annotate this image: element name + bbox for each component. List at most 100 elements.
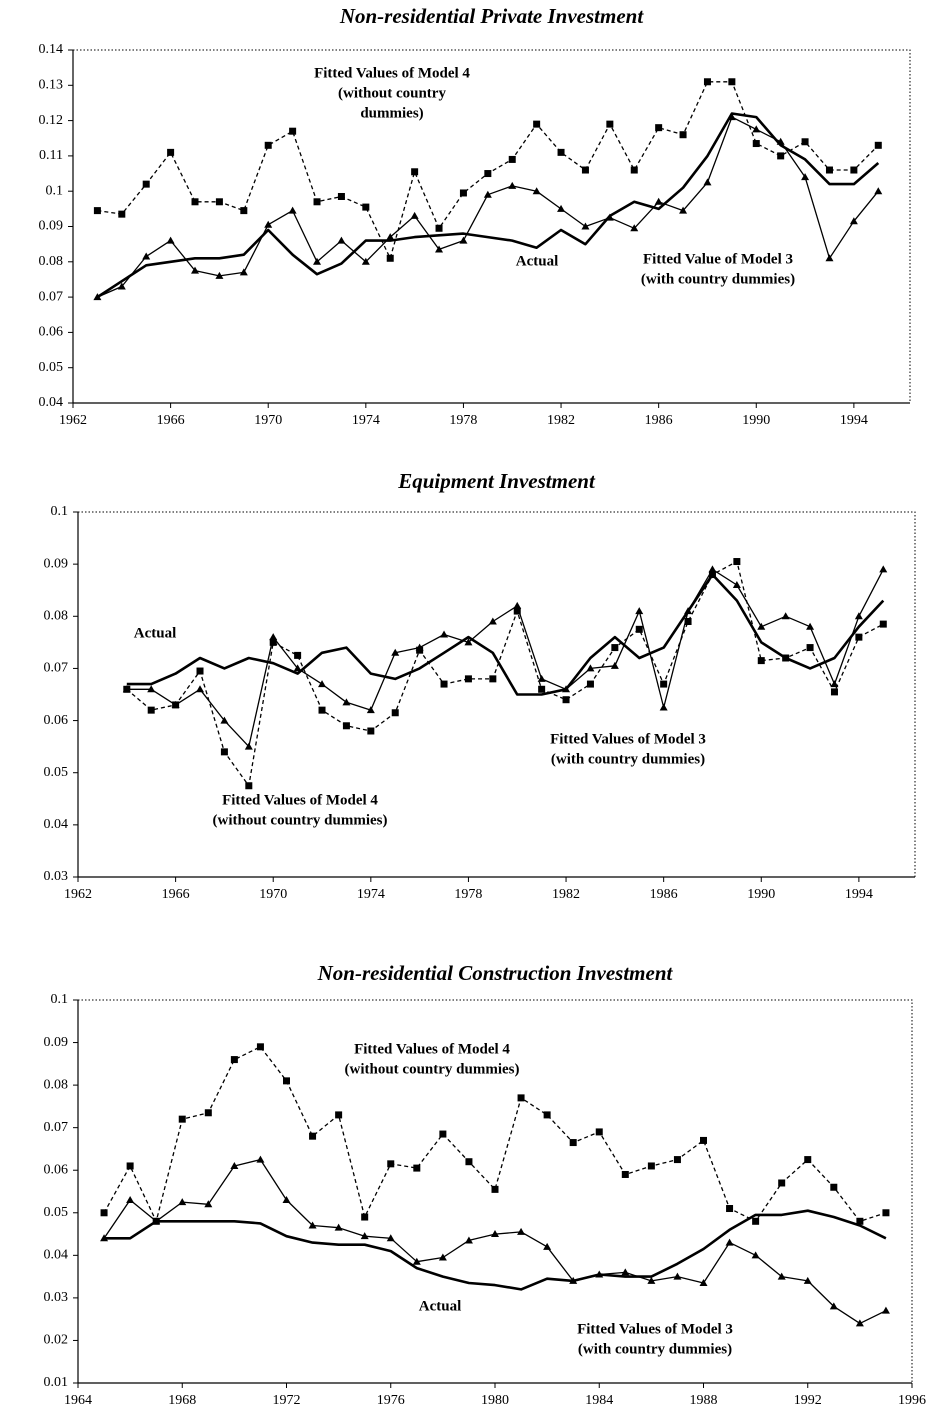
marker [778, 1179, 786, 1187]
marker [459, 236, 468, 244]
marker [733, 558, 741, 566]
marker [557, 204, 566, 212]
marker [413, 1164, 421, 1172]
series-label: Fitted Values of Model 3 [550, 731, 706, 747]
marker [581, 222, 590, 230]
marker [801, 173, 810, 181]
marker [126, 1162, 134, 1170]
marker [647, 1276, 656, 1284]
marker [725, 1238, 734, 1246]
marker [386, 254, 394, 262]
marker [196, 667, 204, 675]
marker [391, 709, 399, 717]
marker [196, 685, 205, 693]
marker [777, 1272, 786, 1280]
marker [655, 124, 663, 132]
marker [178, 1198, 187, 1206]
marker [465, 1158, 473, 1166]
x-tick-label: 1974 [357, 887, 385, 902]
marker [93, 207, 101, 215]
marker [142, 252, 151, 260]
series-label: (with country dummies) [641, 271, 795, 287]
y-tick-label: 0.1 [46, 183, 64, 198]
marker [610, 661, 619, 669]
series-label: (with country dummies) [578, 1341, 732, 1357]
marker [491, 1230, 499, 1238]
x-tick-label: 1972 [273, 1393, 301, 1408]
marker [532, 187, 541, 195]
marker [562, 696, 570, 704]
marker [256, 1043, 264, 1051]
marker [703, 178, 712, 186]
y-tick-label: 0.07 [39, 289, 64, 304]
marker [673, 1272, 682, 1280]
y-tick-label: 0.07 [44, 661, 69, 676]
marker [256, 1155, 265, 1163]
x-tick-label: 1970 [259, 887, 287, 902]
marker [801, 138, 809, 146]
marker [874, 187, 883, 195]
marker [538, 685, 546, 693]
series-label: Actual [134, 625, 177, 641]
marker [245, 782, 253, 790]
marker [126, 1196, 135, 1204]
marker [167, 148, 175, 156]
marker [367, 727, 375, 735]
marker [830, 688, 838, 696]
marker [703, 78, 711, 86]
marker [732, 581, 741, 588]
marker [361, 257, 370, 265]
x-tick-label: 1988 [690, 1393, 718, 1408]
series-line [97, 81, 879, 259]
y-tick-label: 0.12 [39, 113, 64, 128]
y-tick-label: 0.05 [44, 1205, 69, 1220]
marker [679, 206, 688, 214]
marker [562, 685, 571, 693]
marker [752, 1217, 760, 1225]
series-line [103, 1158, 887, 1325]
marker [855, 633, 863, 641]
marker [751, 1251, 760, 1259]
x-tick-label: 1986 [650, 887, 678, 902]
series-label: Actual [419, 1298, 462, 1314]
marker [581, 166, 589, 174]
marker [191, 198, 199, 206]
marker [881, 1306, 890, 1314]
marker [708, 571, 716, 579]
marker [435, 224, 443, 232]
y-tick-label: 0.02 [44, 1333, 69, 1348]
marker [342, 698, 351, 706]
marker [586, 680, 594, 688]
series-label: dummies) [360, 105, 423, 121]
marker [464, 638, 473, 646]
marker [533, 120, 541, 128]
marker [854, 612, 863, 620]
marker [334, 1223, 343, 1231]
marker [595, 1128, 603, 1136]
y-tick-label: 0.09 [44, 1035, 69, 1050]
chart-title: Non-residential Construction Investment [317, 961, 674, 985]
series-label: Fitted Values of Model 4 [354, 1041, 510, 1057]
marker [337, 192, 345, 200]
marker [440, 630, 449, 638]
marker [337, 236, 346, 244]
marker [557, 148, 565, 156]
marker [244, 742, 253, 750]
marker [318, 706, 326, 714]
marker [361, 1213, 369, 1221]
marker [752, 140, 760, 148]
y-tick-label: 0.06 [44, 1162, 69, 1177]
marker [806, 644, 814, 652]
plot-frame [77, 999, 913, 1384]
marker [416, 646, 424, 654]
y-tick-label: 0.1 [51, 504, 69, 519]
x-tick-label: 1966 [157, 413, 185, 428]
marker [117, 282, 126, 290]
marker [849, 217, 858, 225]
marker [230, 1161, 239, 1169]
marker [464, 675, 472, 683]
x-tick-label: 1978 [454, 887, 482, 902]
marker [777, 152, 785, 160]
series-label: Fitted Values of Model 3 [577, 1321, 733, 1337]
marker [342, 722, 350, 730]
